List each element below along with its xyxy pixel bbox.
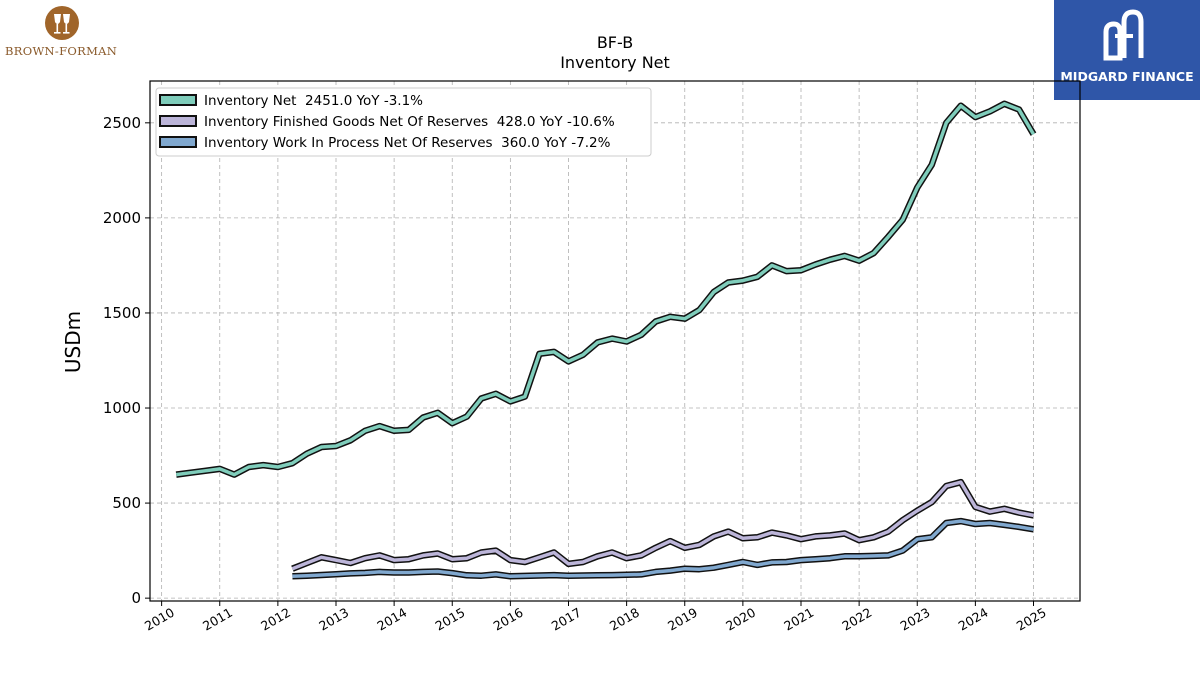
y-tick-label: 1500	[103, 304, 141, 322]
x-tick-label: 2012	[258, 605, 293, 634]
series-line-1	[175, 102, 1036, 477]
x-tick-label: 2025	[1014, 605, 1049, 634]
midgard-finance-logo: MIDGARD FINANCE	[1054, 0, 1200, 100]
x-tick-label: 2010	[142, 605, 177, 634]
x-tick-label: 2015	[432, 605, 467, 634]
x-tick-label: 2011	[200, 605, 235, 634]
chart-title: BF-B	[597, 33, 633, 52]
plot-frame	[149, 80, 1081, 602]
y-tick-label: 2000	[103, 209, 141, 227]
legend: Inventory Net 2451.0 YoY -3.1% Inventory …	[155, 87, 652, 157]
legend-swatch-2	[159, 115, 197, 127]
right-logo-text: MIDGARD FINANCE	[1060, 69, 1194, 84]
legend-label-1: Inventory Net 2451.0 YoY -3.1%	[204, 93, 423, 109]
legend-label-3: Inventory Work In Process Net Of Reserve…	[204, 135, 611, 151]
axis-ticks: 0 500 1000 1500 2000 2500 2010 2011 2012 2013 2014…	[103, 114, 1049, 634]
x-tick-label: 2020	[723, 605, 758, 634]
midgard-emblem-icon	[1103, 9, 1144, 61]
x-tick-label: 2022	[839, 605, 874, 634]
legend-swatch-3	[159, 136, 197, 148]
legend-box	[155, 87, 652, 157]
series-line-2	[291, 480, 1034, 571]
x-tick-label: 2024	[956, 605, 991, 634]
legend-label-2: Inventory Finished Goods Net Of Reserves…	[204, 114, 615, 130]
series-lines	[175, 100, 1037, 580]
x-tick-label: 2013	[316, 605, 351, 634]
y-tick-label: 1000	[103, 399, 141, 417]
glasses-emblem-icon	[45, 6, 79, 40]
x-tick-label: 2021	[781, 605, 816, 634]
left-logo-text: BROWN-FORMAN	[5, 44, 118, 58]
x-tick-label: 2023	[897, 605, 932, 634]
x-tick-label: 2018	[607, 605, 642, 634]
brown-forman-logo: BROWN-FORMAN	[0, 0, 130, 62]
x-tick-label: 2017	[549, 605, 584, 634]
series-line-3	[292, 519, 1034, 579]
legend-swatch-1	[159, 94, 197, 106]
y-tick-label: 0	[131, 589, 141, 607]
y-tick-label: 2500	[103, 114, 141, 132]
y-tick-label: 500	[112, 494, 141, 512]
x-tick-label: 2014	[374, 605, 409, 634]
series-line-outline-3	[292, 517, 1035, 580]
chart-subtitle: Inventory Net	[560, 53, 670, 72]
series-line-outline-1	[175, 100, 1037, 478]
series-line-outline-2	[291, 478, 1035, 572]
x-tick-label: 2019	[665, 605, 700, 634]
x-tick-label: 2016	[491, 605, 526, 634]
y-axis-label: USDm	[61, 311, 85, 373]
